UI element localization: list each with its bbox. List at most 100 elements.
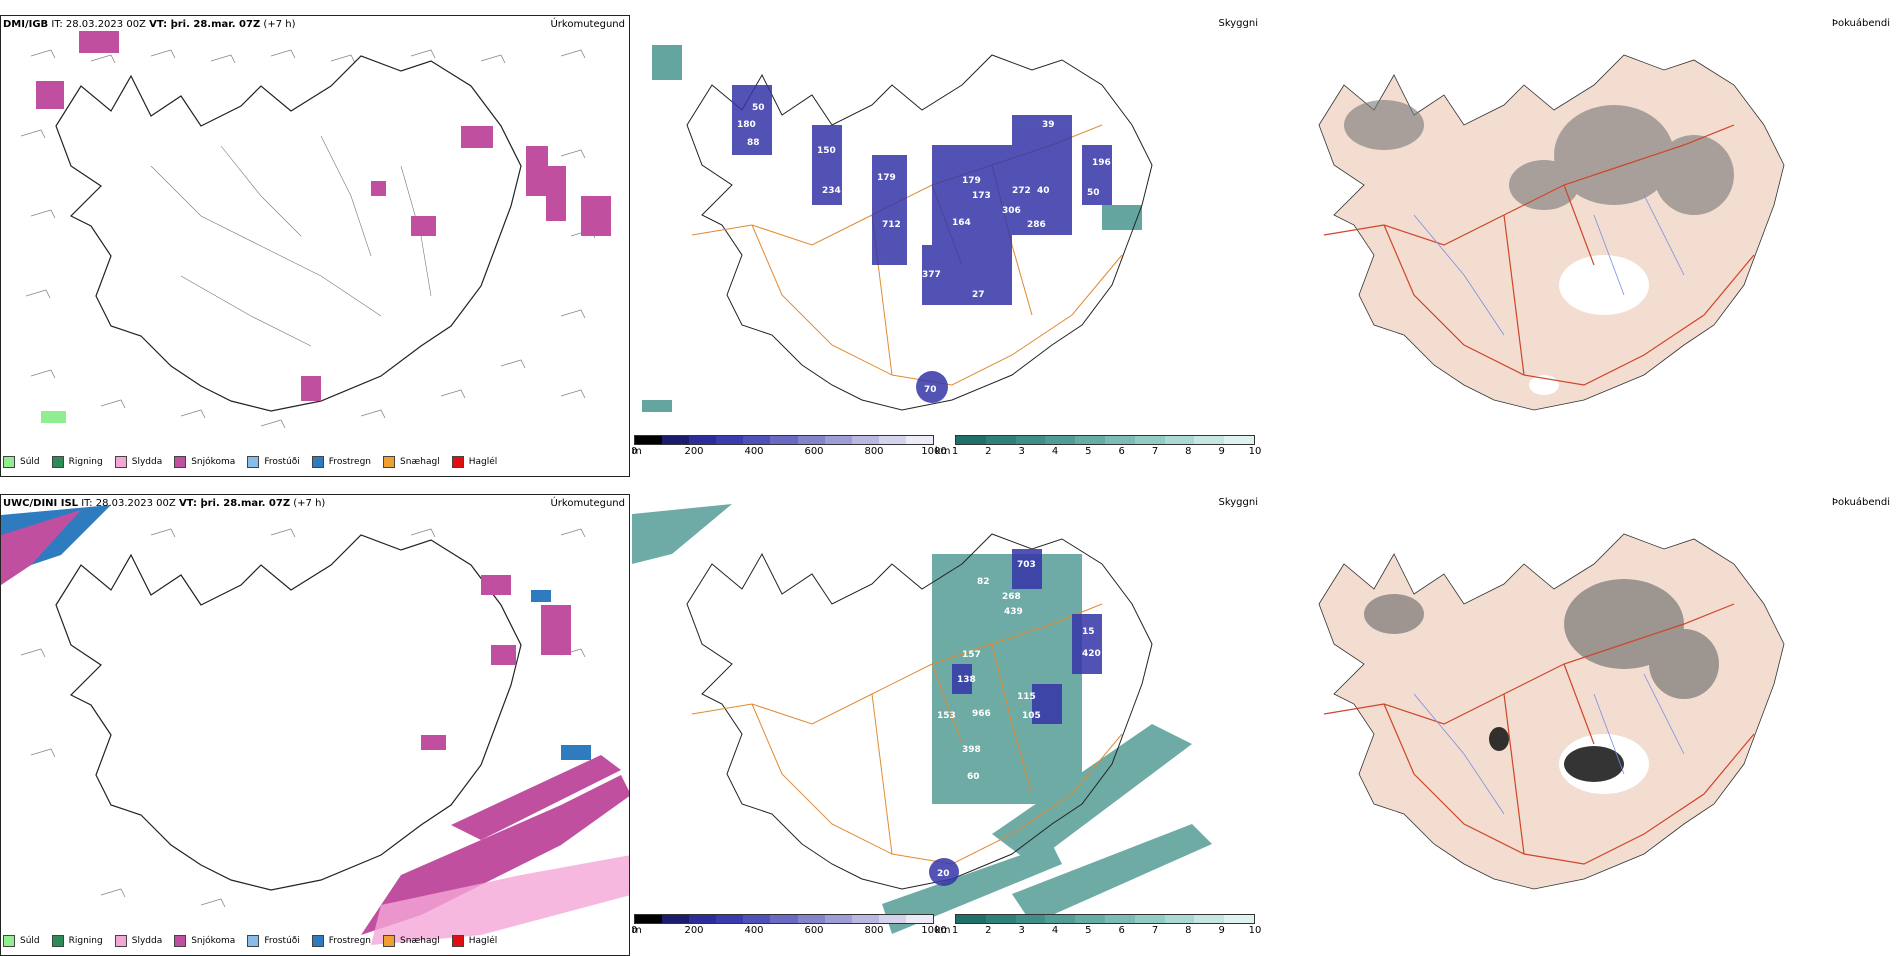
ceiling-color-step <box>662 915 690 923</box>
iceland-visibility-map-bottom: 703 82 268 439 15 420 157 138 275 153 96… <box>632 504 1212 934</box>
iceland-precip-map-bottom <box>1 505 629 945</box>
snow-areas <box>1 510 629 935</box>
legend-item: Haglél <box>451 456 497 468</box>
legend-item: Súld <box>3 935 40 947</box>
ceiling-label: 39 <box>1042 120 1055 130</box>
ceiling-label: 115 <box>1017 692 1036 702</box>
ceiling-labels: 703 82 268 439 15 420 157 138 275 153 96… <box>907 560 1101 879</box>
ceiling-label: 272 <box>1012 186 1031 196</box>
ceiling-tick-label: 600 <box>804 925 824 936</box>
road-network <box>691 603 1123 865</box>
road-network <box>1323 124 1755 386</box>
ceiling-tick-label: 0 <box>632 446 638 457</box>
ceiling-label: 966 <box>972 709 991 719</box>
legend-item: Slydda <box>114 456 162 468</box>
visibility-color-step <box>985 436 1016 444</box>
visibility-color-step <box>1224 436 1254 444</box>
visibility-tick-label: 7 <box>1151 925 1159 936</box>
visibility-tick-label: 8 <box>1185 925 1192 936</box>
panel-title: Úrkomutegund <box>550 498 625 509</box>
ceiling-tick-label: 400 <box>744 446 764 457</box>
visibility-tick-label: 2 <box>985 446 992 457</box>
legend-item: Frostúði <box>247 935 300 947</box>
ceiling-color-step <box>689 915 717 923</box>
legend-item: Rigning <box>51 935 103 947</box>
legend-item: Rigning <box>51 456 103 468</box>
visibility-tick-label: 1 <box>951 925 959 936</box>
visibility-color-step <box>1224 915 1254 923</box>
visibility-tick-label: 4 <box>1051 446 1059 457</box>
ceiling-label: 196 <box>1092 158 1111 168</box>
legend-item: Snjókoma <box>174 935 235 947</box>
ceiling-tick-label: 800 <box>864 446 884 457</box>
ceiling-color-step <box>716 436 744 444</box>
visibility-color-step <box>1134 915 1165 923</box>
visibility-color-step <box>1164 436 1195 444</box>
visibility-color-step <box>1194 436 1225 444</box>
ceiling-color-step <box>770 436 798 444</box>
visibility-unit: km <box>935 925 951 936</box>
precip-legend: Súld Rigning Slydda Snjókoma Frostúði Fr… <box>3 933 497 949</box>
visibility-tick-label: 9 <box>1218 925 1225 936</box>
legend-item: Slydda <box>114 935 162 947</box>
legend-item: Snæhagl <box>383 935 440 947</box>
visibility-unit: km <box>935 446 951 457</box>
panel-title: Þokuábendi <box>1831 497 1890 508</box>
ceiling-colorbar: 0 200 400 600 800 1000 m <box>632 435 947 459</box>
ceiling-label: 703 <box>1017 560 1036 570</box>
ceiling-label: 113 <box>1014 238 1033 248</box>
ceiling-label: 234 <box>822 186 841 196</box>
ceiling-label: 15 <box>1082 627 1095 637</box>
visibility-tick-label: 9 <box>1218 446 1225 457</box>
ceiling-tick-label: 200 <box>684 446 704 457</box>
ceiling-label: 123 <box>1032 263 1051 273</box>
ceiling-tick-label: 400 <box>744 925 764 936</box>
ceiling-label: 179 <box>877 173 896 183</box>
low-ceiling-areas <box>929 549 1102 886</box>
iceland-fog-map-bottom <box>1318 533 1785 890</box>
ceiling-color-step <box>905 436 934 444</box>
ceiling-color-step <box>824 436 852 444</box>
ceiling-label: 27 <box>972 290 985 300</box>
ceiling-color-step <box>743 436 771 444</box>
ceiling-label: 275 <box>907 715 926 725</box>
ceiling-color-step <box>662 436 690 444</box>
ceiling-label: 173 <box>972 191 991 201</box>
wind-barbs <box>20 49 596 429</box>
legend-item: Haglél <box>451 935 497 947</box>
visibility-tick-label: 1 <box>951 446 959 457</box>
visibility-tick-label: 8 <box>1185 446 1192 457</box>
ceiling-label: 50 <box>752 103 765 113</box>
visibility-color-step <box>1015 436 1046 444</box>
ceiling-color-step <box>851 436 879 444</box>
legend-item: Frostregn <box>311 456 371 468</box>
panel-header: UWC/DINI ISL IT: 28.03.2023 00Z VT: þri.… <box>3 498 326 509</box>
iceland-outline <box>55 55 522 412</box>
ceiling-label: 110 <box>967 308 986 318</box>
ceiling-tick-label: 600 <box>804 446 824 457</box>
visibility-tick-label: 2 <box>985 925 992 936</box>
ceiling-color-step <box>716 915 744 923</box>
visibility-color-step <box>1015 915 1046 923</box>
visibility-tick-label: 10 <box>1248 446 1262 457</box>
legend-item: Súld <box>3 456 40 468</box>
visibility-panel-bottom: 703 82 268 439 15 420 157 138 275 153 96… <box>632 494 1262 956</box>
ceiling-label: 179 <box>962 176 981 186</box>
legend-item: Snæhagl <box>383 456 440 468</box>
ceiling-color-step <box>905 915 934 923</box>
visibility-tick-label: 7 <box>1151 446 1159 457</box>
ceiling-tick-label: 0 <box>632 925 638 936</box>
visibility-color-step <box>1134 436 1165 444</box>
legend-item: Frostregn <box>311 935 371 947</box>
ceiling-color-step <box>878 436 906 444</box>
panel-title: Úrkomutegund <box>550 19 625 30</box>
ceiling-label: 157 <box>962 650 981 660</box>
visibility-color-step <box>956 436 986 444</box>
visibility-color-step <box>1104 436 1135 444</box>
ceiling-color-step <box>635 436 663 444</box>
ceiling-label: 40 <box>1037 186 1050 196</box>
ceiling-color-step <box>824 915 852 923</box>
ceiling-color-step <box>743 915 771 923</box>
ceiling-tick-label: 200 <box>684 925 704 936</box>
ceiling-color-step <box>797 436 825 444</box>
